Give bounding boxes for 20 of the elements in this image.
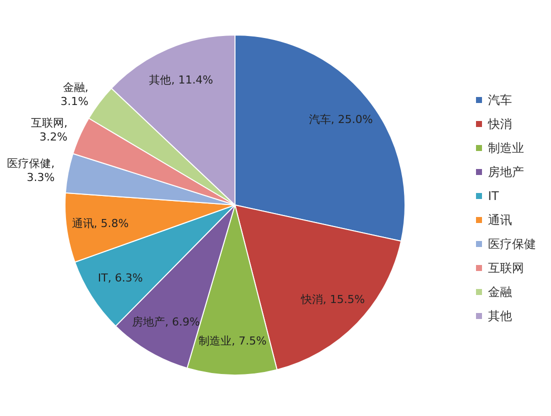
legend-label: 通讯 bbox=[488, 213, 512, 227]
data-label: 汽车, 25.0% bbox=[308, 113, 373, 126]
legend-label: 金融 bbox=[488, 285, 512, 299]
legend-label: 汽车 bbox=[488, 93, 512, 107]
legend-label: 其他 bbox=[488, 309, 512, 323]
data-label: 快消, 15.5% bbox=[300, 292, 365, 306]
legend-label: 医疗保健 bbox=[488, 237, 536, 251]
data-label: 制造业, 7.5% bbox=[198, 334, 267, 348]
data-label: 互联网, 3.2% bbox=[30, 116, 68, 144]
data-label: 金融, 3.1% bbox=[60, 80, 88, 108]
data-label: 其他, 11.4% bbox=[149, 74, 214, 87]
data-label: 医疗保健, 3.3% bbox=[7, 156, 55, 184]
data-label: 通讯, 5.8% bbox=[72, 216, 129, 230]
legend-label: IT bbox=[488, 189, 500, 203]
data-label: IT, 6.3% bbox=[98, 272, 143, 285]
data-label: 房地产, 6.9% bbox=[132, 316, 200, 329]
legend-label: 制造业 bbox=[488, 141, 524, 155]
legend-label: 互联网 bbox=[488, 261, 524, 275]
legend-label: 房地产 bbox=[488, 165, 524, 179]
legend-label: 快消 bbox=[487, 117, 512, 131]
